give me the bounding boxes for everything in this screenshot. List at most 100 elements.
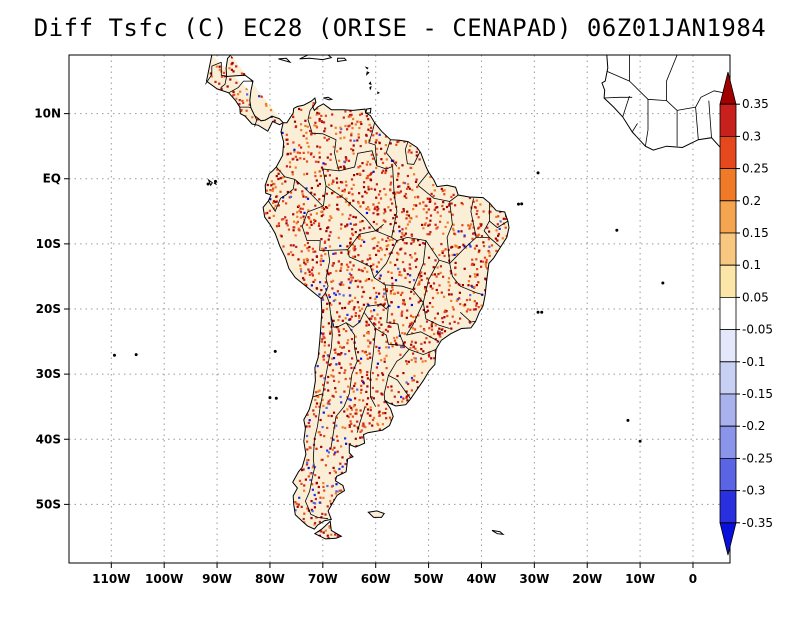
station-dot: [420, 271, 423, 274]
station-dot: [371, 372, 374, 375]
station-dot: [383, 208, 386, 211]
station-dot: [317, 272, 321, 275]
station-dot: [352, 199, 355, 202]
station-dot: [463, 267, 466, 270]
border-line: [373, 230, 398, 278]
station-dot: [442, 232, 445, 235]
station-dot: [443, 295, 446, 298]
station-dot: [356, 285, 359, 288]
station-dot: [385, 417, 388, 420]
station-dot: [287, 252, 290, 255]
station-dot: [452, 223, 455, 226]
station-dot: [410, 234, 414, 237]
station-dot: [375, 253, 378, 256]
station-dot: [416, 380, 419, 383]
station-dot: [326, 139, 329, 142]
station-dot: [306, 461, 309, 464]
station-dot: [502, 217, 505, 220]
lat-tick-label: 10S: [36, 237, 61, 251]
station-dot: [461, 203, 464, 206]
station-dot: [343, 190, 346, 193]
station-dot: [352, 183, 355, 186]
station-dot: [309, 221, 312, 224]
station-dot: [382, 304, 385, 307]
lat-tick-label: 30S: [36, 367, 61, 381]
station-dot: [375, 139, 378, 142]
station-dot: [351, 415, 354, 418]
station-dot: [396, 251, 399, 254]
station-dot: [325, 307, 328, 310]
station-dot: [407, 214, 410, 217]
station-dot: [350, 274, 353, 277]
station-dot: [412, 279, 416, 282]
coastline-island: [337, 57, 348, 63]
station-dot: [337, 330, 341, 333]
station-dot: [354, 279, 357, 283]
station-dot: [375, 132, 378, 135]
station-dot: [371, 418, 375, 422]
station-dot: [401, 231, 404, 234]
station-dot: [423, 329, 426, 332]
station-dot: [270, 184, 273, 187]
station-dot: [372, 134, 375, 137]
station-dot: [320, 289, 323, 292]
station-dot: [264, 212, 268, 215]
station-dot: [377, 423, 380, 427]
station-dot: [396, 374, 399, 378]
station-dot: [308, 446, 311, 449]
station-dot: [385, 407, 388, 410]
station-dot: [310, 187, 313, 190]
station-dot: [377, 304, 380, 307]
station-dot: [335, 424, 338, 427]
station-dot: [395, 342, 398, 345]
station-dot: [412, 239, 416, 242]
lon-tick-label: 30W: [519, 572, 549, 586]
station-dot: [280, 235, 283, 238]
station-dot: [314, 171, 317, 174]
station-dot: [479, 203, 482, 206]
station-dot: [331, 264, 334, 267]
station-dot: [417, 196, 420, 199]
station-dot: [458, 291, 461, 294]
station-dot: [297, 503, 300, 506]
station-dot: [407, 183, 410, 186]
station-dot: [359, 165, 362, 168]
station-dot: [331, 179, 335, 182]
station-dot: [420, 348, 423, 351]
station-dot: [369, 406, 372, 409]
station-dot: [456, 298, 459, 301]
station-dot: [345, 224, 349, 227]
station-dot: [275, 200, 278, 203]
station-dot: [290, 251, 293, 254]
station-dot: [295, 222, 298, 225]
station-dot: [320, 210, 323, 213]
station-dot: [359, 370, 363, 373]
station-dot: [344, 369, 347, 372]
station-dot: [429, 231, 432, 234]
station-dot: [405, 360, 408, 363]
station-dot: [348, 250, 351, 253]
station-dot: [444, 225, 447, 228]
station-dot: [389, 183, 392, 186]
station-dot: [385, 248, 388, 251]
station-dot: [366, 176, 370, 179]
station-dot: [475, 284, 478, 287]
station-dot: [317, 491, 320, 494]
station-dot: [302, 468, 305, 471]
station-dot: [410, 256, 413, 259]
station-dot: [317, 485, 320, 489]
station-dot: [310, 191, 313, 194]
land-shading: [206, 55, 509, 539]
station-dot: [417, 283, 420, 286]
station-dot: [315, 125, 318, 128]
station-dot: [300, 270, 303, 273]
station-dot: [365, 207, 368, 210]
station-dot: [499, 220, 502, 223]
station-dot: [403, 195, 406, 198]
station-dot: [328, 174, 331, 177]
station-dot: [426, 309, 430, 312]
station-dot: [427, 281, 430, 285]
station-dot: [431, 247, 434, 250]
small-island: [268, 396, 272, 400]
station-dot: [291, 173, 294, 176]
